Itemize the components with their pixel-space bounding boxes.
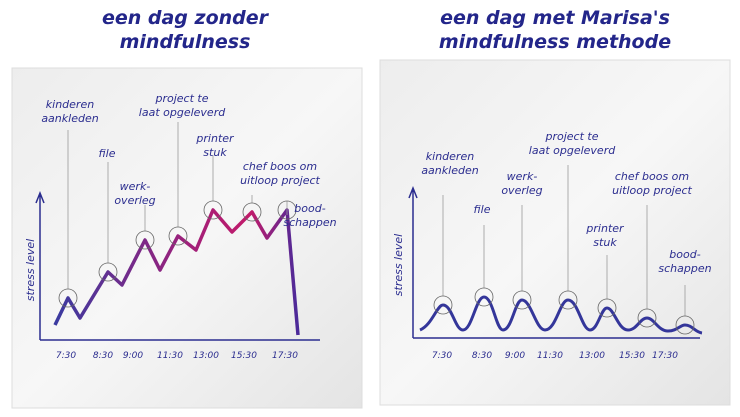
x-label: 8:30 — [93, 351, 113, 361]
event-marker — [277, 200, 297, 220]
annotation: file — [99, 147, 116, 160]
x-label: 15:30 — [231, 351, 257, 361]
annotation: bood- — [294, 202, 325, 215]
event-marker — [203, 200, 223, 220]
event-marker — [433, 295, 453, 315]
annotation: schappen — [658, 262, 711, 275]
annotation: bood- — [669, 248, 700, 261]
stress-curve — [53, 208, 300, 336]
axes — [35, 185, 700, 341]
annotation: project te — [155, 92, 209, 105]
x-label: 13:00 — [579, 351, 605, 361]
annotation: kinderen — [46, 98, 94, 111]
x-label: 17:30 — [272, 351, 298, 361]
annotation: overleg — [114, 194, 155, 207]
panel-title: mindfulness methode — [439, 31, 671, 53]
panel-title: mindfulness — [120, 31, 251, 53]
event-marker — [135, 230, 155, 250]
x-label: 17:30 — [652, 351, 678, 361]
paper-right — [379, 59, 731, 406]
event-marker — [597, 298, 617, 318]
annotation: stuk — [203, 146, 227, 159]
y-axis-label: stress level — [392, 234, 405, 296]
annotation: printer — [195, 132, 235, 145]
annotation: file — [474, 203, 491, 216]
x-label: 9:00 — [123, 351, 143, 361]
panel-title: een dag zonder — [102, 7, 270, 29]
annotation: chef boos om — [615, 170, 689, 183]
x-label: 7:30 — [56, 351, 76, 361]
annotation: printer — [585, 222, 625, 235]
event-marker — [58, 288, 78, 308]
y-axis-label: stress level — [24, 239, 37, 301]
annotation: project te — [545, 130, 599, 143]
annotation: aankleden — [41, 112, 98, 125]
annotation: schappen — [283, 216, 336, 229]
x-label: 11:30 — [537, 351, 563, 361]
event-marker — [474, 287, 494, 307]
annotation: overleg — [501, 184, 542, 197]
stress-curve — [419, 295, 703, 335]
annotation: stuk — [593, 236, 617, 249]
annotation: aankleden — [421, 164, 478, 177]
annotation: uitloop project — [612, 184, 692, 197]
event-marker — [98, 262, 118, 282]
x-label: 9:00 — [505, 351, 525, 361]
event-marker — [168, 226, 188, 246]
x-label: 7:30 — [432, 351, 452, 361]
annotation: chef boos om — [243, 160, 317, 173]
panel-title: een dag met Marisa's — [440, 7, 670, 29]
annotation: uitloop project — [240, 174, 320, 187]
x-label: 8:30 — [472, 351, 492, 361]
annotation: kinderen — [426, 150, 474, 163]
event-marker — [675, 315, 695, 335]
x-label: 15:30 — [619, 351, 645, 361]
annotation: werk- — [120, 180, 151, 193]
event-marker — [637, 308, 657, 328]
event-marker — [558, 290, 578, 310]
event-marker — [512, 290, 532, 310]
annotation: laat opgeleverd — [139, 106, 226, 119]
x-label: 13:00 — [193, 351, 219, 361]
annotation: werk- — [507, 170, 538, 183]
annotation: laat opgeleverd — [529, 144, 616, 157]
x-label: 11:30 — [157, 351, 183, 361]
event-marker — [242, 202, 262, 222]
